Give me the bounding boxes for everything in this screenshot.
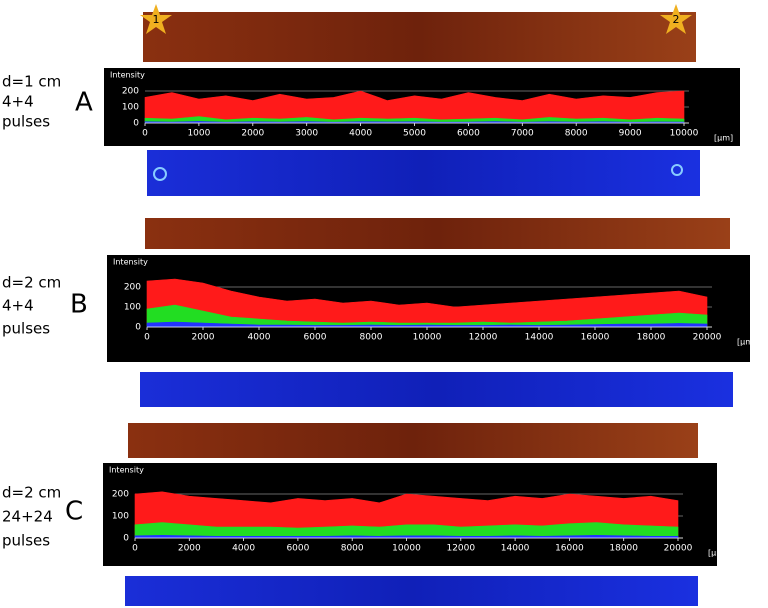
x-axis-title: [µm] <box>714 134 733 143</box>
fluorescence-strip <box>147 150 700 196</box>
panel-label: A <box>75 88 93 118</box>
intensity-area <box>144 116 685 124</box>
condition-label: pulses <box>2 320 50 338</box>
x-tick-label: 5000 <box>403 129 426 139</box>
x-tick-label: 14000 <box>525 333 554 343</box>
x-tick-label: 4000 <box>232 544 255 554</box>
condition-label: pulses <box>2 532 50 550</box>
condition-label: d=2 cm <box>2 274 61 292</box>
x-tick-label: 1000 <box>187 129 210 139</box>
x-tick-label: 20000 <box>664 544 693 554</box>
star <box>660 4 692 34</box>
x-tick-label: 8000 <box>565 129 588 139</box>
condition-label: 4+4 <box>2 297 34 315</box>
x-tick-label: 0 <box>132 544 138 554</box>
fluorescence-strip <box>143 12 696 62</box>
fluorescence-strip <box>145 218 730 249</box>
x-tick-label: 8000 <box>341 544 364 554</box>
y-tick-label: 100 <box>122 103 139 113</box>
x-tick-label: 4000 <box>349 129 372 139</box>
x-tick-label: 10000 <box>670 129 699 139</box>
condition-label: pulses <box>2 113 50 131</box>
star-label: 2 <box>673 13 680 26</box>
intensity-area <box>146 278 708 328</box>
condition-label: 4+4 <box>2 93 34 111</box>
fluorescence-strip <box>140 372 733 407</box>
spot <box>153 167 167 181</box>
x-tick-label: 2000 <box>241 129 264 139</box>
condition-label: d=1 cm <box>2 73 61 91</box>
y-tick-label: 0 <box>133 119 139 129</box>
x-tick-label: 12000 <box>446 544 475 554</box>
x-tick-label: 16000 <box>555 544 584 554</box>
fluorescence-strip <box>125 576 698 606</box>
intensity-area <box>146 321 708 328</box>
x-tick-label: 0 <box>142 129 148 139</box>
y-tick-label: 100 <box>124 303 141 313</box>
x-tick-label: 7000 <box>511 129 534 139</box>
x-axis-title: [µm] <box>708 549 727 558</box>
x-tick-label: 3000 <box>295 129 318 139</box>
y-tick-label: 0 <box>135 323 141 333</box>
x-tick-label: 18000 <box>637 333 666 343</box>
x-tick-label: 10000 <box>413 333 442 343</box>
x-tick-label: 18000 <box>609 544 638 554</box>
condition-label: 24+24 <box>2 508 53 526</box>
x-tick-label: 8000 <box>360 333 383 343</box>
y-tick-label: 200 <box>112 490 129 500</box>
intensity-area <box>146 304 708 328</box>
y-axis-title: Intensity <box>110 71 145 80</box>
x-tick-label: 2000 <box>192 333 215 343</box>
intensity-area <box>134 535 679 539</box>
y-tick-label: 200 <box>124 283 141 293</box>
spot <box>671 164 683 176</box>
x-tick-label: 6000 <box>286 544 309 554</box>
x-tick-label: 16000 <box>581 333 610 343</box>
intensity-area <box>144 90 685 124</box>
x-axis-title: [µm] <box>737 338 756 347</box>
star <box>140 4 172 34</box>
y-tick-label: 200 <box>122 87 139 97</box>
y-axis-title: Intensity <box>109 466 144 475</box>
y-tick-label: 0 <box>123 534 129 544</box>
condition-label: d=2 cm <box>2 484 61 502</box>
star-label: 1 <box>153 13 160 26</box>
x-tick-label: 14000 <box>501 544 530 554</box>
panel-label: B <box>70 290 88 320</box>
y-tick-label: 100 <box>112 512 129 522</box>
panel-label: C <box>65 497 83 527</box>
x-tick-label: 6000 <box>304 333 327 343</box>
x-tick-label: 12000 <box>469 333 498 343</box>
x-tick-label: 9000 <box>619 129 642 139</box>
x-tick-label: 4000 <box>248 333 271 343</box>
y-axis-title: Intensity <box>113 258 148 267</box>
x-tick-label: 10000 <box>392 544 421 554</box>
fluorescence-strip <box>128 423 698 458</box>
x-tick-label: 0 <box>144 333 150 343</box>
x-tick-label: 20000 <box>693 333 722 343</box>
x-tick-label: 2000 <box>178 544 201 554</box>
intensity-area <box>134 522 679 539</box>
x-tick-label: 6000 <box>457 129 480 139</box>
